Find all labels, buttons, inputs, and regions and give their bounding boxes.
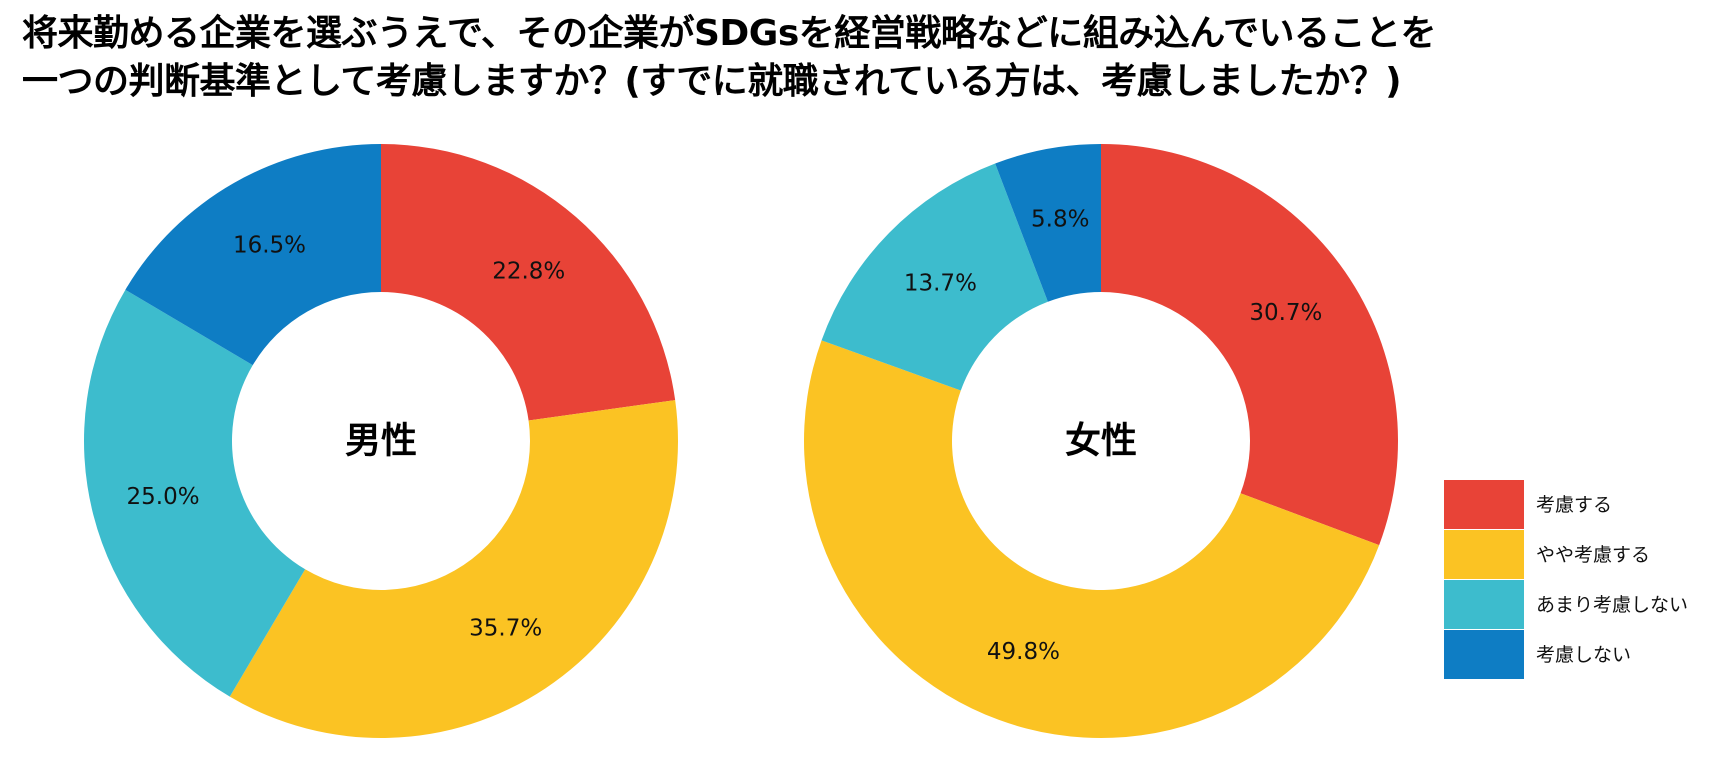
donut-chart-2: 30.7% 49.8% 13.7% 5.8% 女性	[803, 144, 1398, 739]
donut-center-label-1: 男性	[345, 421, 417, 462]
slice-label-2-4: 5.8%	[1031, 207, 1089, 233]
slice-label-2-1: 30.7%	[1249, 300, 1322, 326]
donut-chart-1: 22.8% 35.7% 25.0% 16.5% 男性	[84, 144, 679, 738]
slice-label-1-4: 16.5%	[233, 233, 306, 259]
legend-label-1: 考慮する	[1536, 494, 1612, 516]
donut-slice-2-3	[821, 163, 1048, 391]
chart-title-line-2: 一つの判断基準として考慮しますか？(すでに就職されている方は、考慮しましたか？)	[22, 61, 1402, 102]
legend-label-3: あまり考慮しない	[1536, 594, 1688, 616]
slice-label-2-2: 49.8%	[987, 639, 1060, 665]
donut-slice-2-1	[1101, 144, 1398, 546]
slice-label-2-3: 13.7%	[904, 270, 977, 296]
donut-slice-2-4	[995, 144, 1101, 302]
legend-swatch-4	[1444, 630, 1524, 679]
donut-slice-2-2	[803, 340, 1380, 739]
donut-slice-1-4	[125, 144, 381, 366]
donut-center-label-2: 女性	[1065, 421, 1137, 462]
donut-slice-1-3	[84, 289, 306, 697]
legend-swatch-1	[1444, 480, 1524, 529]
chart-title-line-1: 将来勤める企業を選ぶうえで、その企業がSDGsを経営戦略などに組み込んでいること…	[22, 13, 1436, 54]
legend-label-2: やや考慮する	[1536, 544, 1650, 566]
donut-slice-1-2	[229, 400, 679, 738]
chart-title: 将来勤める企業を選ぶうえで、その企業がSDGsを経営戦略などに組み込んでいること…	[22, 10, 1702, 106]
slice-label-1-2: 35.7%	[469, 615, 542, 641]
legend-swatch-2	[1444, 530, 1524, 579]
donut-slice-1-1	[381, 144, 676, 421]
legend-swatch-3	[1444, 580, 1524, 629]
legend-label-4: 考慮しない	[1536, 644, 1631, 666]
slice-label-1-1: 22.8%	[492, 258, 565, 284]
slice-label-1-3: 25.0%	[127, 484, 200, 510]
